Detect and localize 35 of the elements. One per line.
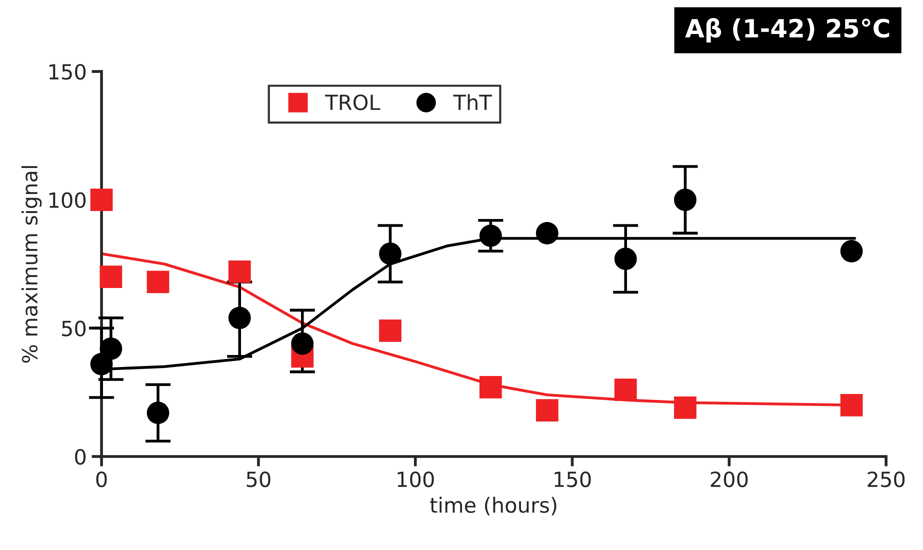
point <box>100 338 122 360</box>
point <box>840 394 863 416</box>
point <box>614 248 637 270</box>
x-tick-label: 150 <box>554 471 591 488</box>
legend-label: TROL <box>325 94 380 110</box>
legend-label: ThT <box>453 94 492 110</box>
point <box>90 188 113 212</box>
y-tick-label: 150 <box>49 64 86 80</box>
x-tick-label: 0 <box>96 471 107 488</box>
point <box>146 402 170 424</box>
x-tick-label: 200 <box>710 471 748 488</box>
point <box>228 260 251 283</box>
y-tick-label: 0 <box>75 448 86 465</box>
point <box>614 378 637 401</box>
x-tick-label: 250 <box>868 471 905 488</box>
point <box>479 224 502 247</box>
point <box>536 222 558 244</box>
point <box>840 240 863 262</box>
chart-title: Aβ (1-42) 25°C <box>685 18 890 43</box>
point <box>291 332 314 355</box>
point <box>146 270 170 294</box>
y-tick-label: 50 <box>62 320 86 336</box>
x-axis-title: time (hours) <box>430 496 556 516</box>
x-tick-label: 100 <box>398 471 434 488</box>
point <box>379 242 402 265</box>
point <box>674 396 696 419</box>
point <box>536 399 558 422</box>
point <box>674 188 696 212</box>
point <box>379 320 402 342</box>
x-tick-label: 50 <box>246 471 270 488</box>
y-axis-title: % maximum signal <box>21 166 42 363</box>
y-tick-label: 100 <box>49 192 86 208</box>
point <box>228 306 251 330</box>
point <box>479 376 502 398</box>
point <box>100 266 122 288</box>
